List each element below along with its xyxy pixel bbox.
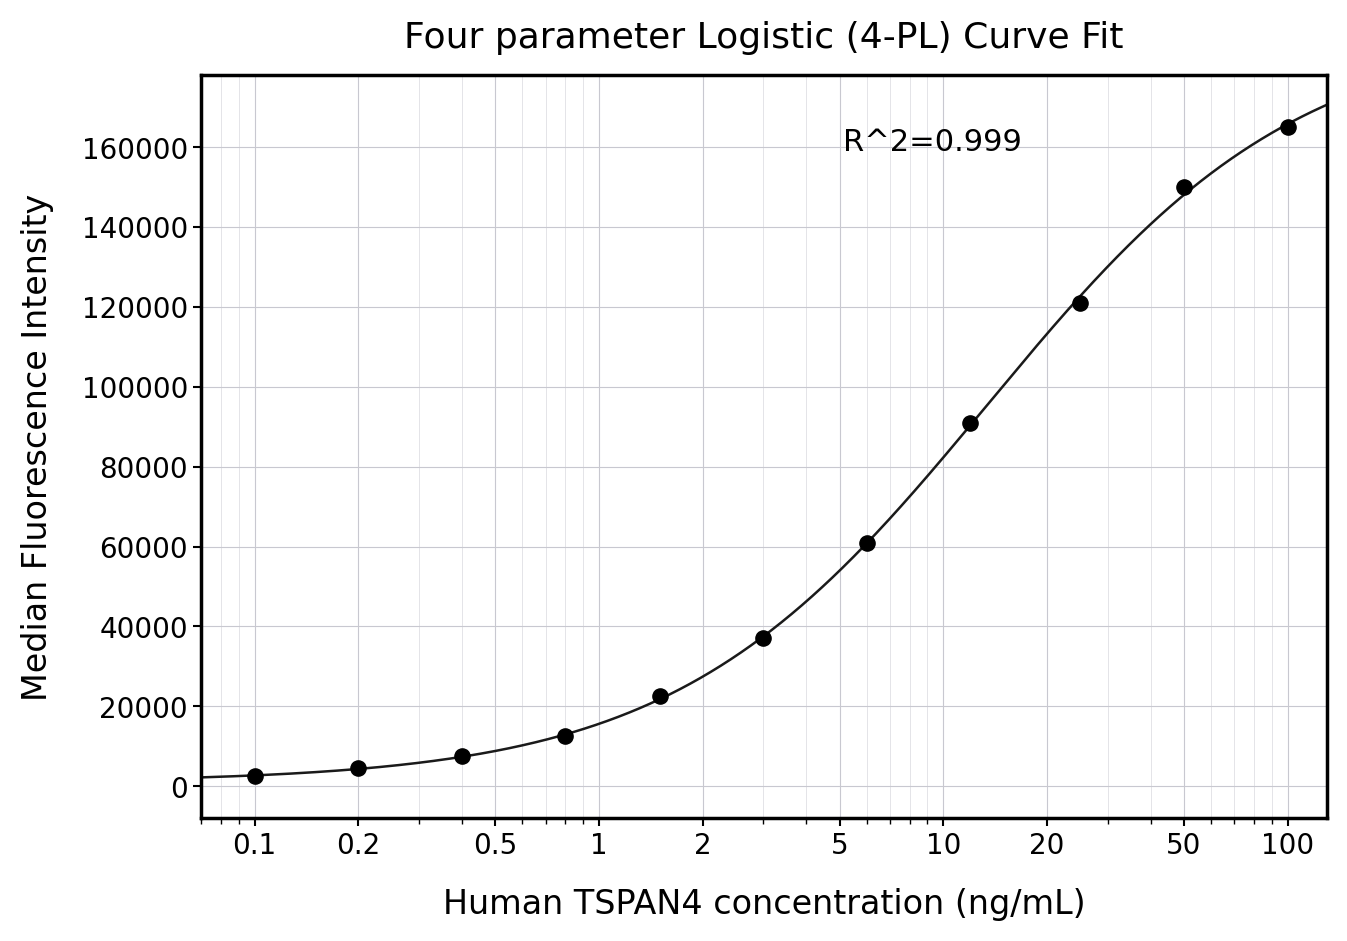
Point [1070, 295, 1091, 311]
Point [648, 689, 669, 704]
Text: R^2=0.999: R^2=0.999 [842, 128, 1021, 156]
Point [244, 769, 265, 784]
Point [348, 761, 369, 776]
X-axis label: Human TSPAN4 concentration (ng/mL): Human TSPAN4 concentration (ng/mL) [442, 887, 1084, 920]
Point [451, 749, 473, 764]
Point [959, 415, 981, 430]
Title: Four parameter Logistic (4-PL) Curve Fit: Four parameter Logistic (4-PL) Curve Fit [404, 21, 1123, 55]
Point [855, 535, 877, 550]
Point [752, 631, 773, 646]
Y-axis label: Median Fluorescence Intensity: Median Fluorescence Intensity [20, 194, 54, 700]
Point [555, 729, 577, 744]
Point [1276, 120, 1297, 135]
Point [1173, 180, 1195, 195]
